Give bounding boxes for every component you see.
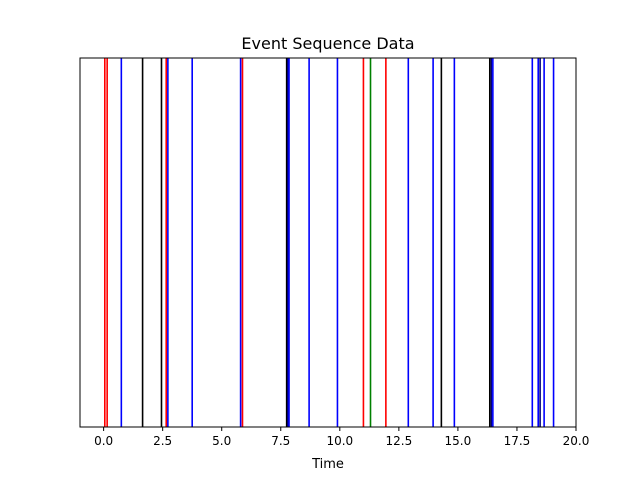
chart-title: Event Sequence Data [241,34,414,53]
axes-frame [79,57,577,428]
x-tick-label: 17.5 [504,434,531,448]
x-tick-label: 5.0 [212,434,231,448]
x-axis-label: Time [311,457,344,472]
x-tick-label: 2.5 [153,434,172,448]
x-tick-label: 20.0 [563,434,590,448]
x-axis: 0.0 2.5 5.0 7.5 10.0 12.5 15.0 17.5 20.0 [94,427,589,448]
x-tick-label: 7.5 [271,434,290,448]
x-tick-label: 10.0 [326,434,353,448]
x-tick-label: 12.5 [385,434,412,448]
event-lines [104,58,555,427]
x-tick-label: 15.0 [445,434,472,448]
x-tick-label: 0.0 [94,434,113,448]
